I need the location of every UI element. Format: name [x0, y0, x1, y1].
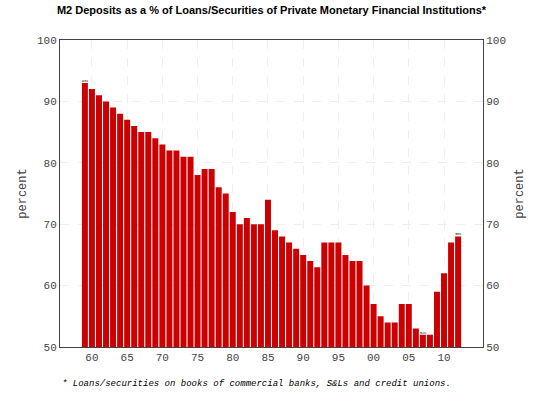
svg-text:80: 80 [44, 158, 57, 170]
svg-text:65: 65 [121, 352, 134, 364]
svg-text:68%: 68% [455, 232, 461, 236]
svg-text:50: 50 [44, 342, 57, 354]
svg-text:10: 10 [437, 352, 450, 364]
svg-text:93%: 93% [82, 79, 88, 83]
svg-text:70: 70 [486, 219, 499, 231]
svg-text:50: 50 [486, 342, 499, 354]
svg-text:90: 90 [297, 352, 310, 364]
svg-text:100: 100 [486, 35, 506, 47]
svg-text:60: 60 [486, 280, 499, 292]
svg-text:60: 60 [44, 280, 57, 292]
svg-text:05: 05 [402, 352, 415, 364]
svg-text:90: 90 [486, 96, 499, 108]
svg-text:90: 90 [44, 96, 57, 108]
svg-text:* Loans/securities on books of: * Loans/securities on books of commercia… [62, 379, 451, 389]
svg-text:percent: percent [16, 168, 30, 218]
svg-text:95: 95 [332, 352, 345, 364]
svg-text:percent: percent [513, 168, 527, 218]
svg-text:M2 Deposits as a % of Loans/Se: M2 Deposits as a % of Loans/Securities o… [57, 4, 487, 16]
svg-text:75: 75 [191, 352, 204, 364]
svg-text:70: 70 [156, 352, 169, 364]
svg-text:00: 00 [367, 352, 380, 364]
svg-text:70: 70 [44, 219, 57, 231]
svg-text:80: 80 [486, 158, 499, 170]
svg-text:80: 80 [226, 352, 239, 364]
svg-text:100: 100 [37, 35, 57, 47]
svg-text:85: 85 [261, 352, 274, 364]
svg-text:60: 60 [85, 352, 98, 364]
svg-text:52%: 52% [420, 331, 426, 335]
